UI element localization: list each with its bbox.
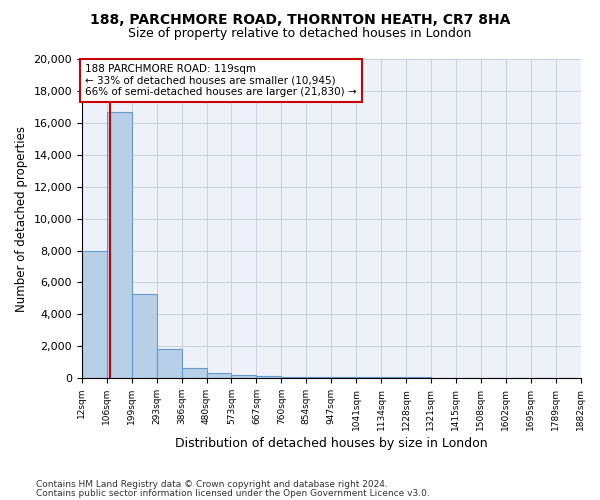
Bar — [157, 350, 182, 378]
Bar — [107, 112, 132, 378]
Bar — [132, 294, 157, 378]
Y-axis label: Number of detached properties: Number of detached properties — [15, 126, 28, 312]
Text: 188 PARCHMORE ROAD: 119sqm
← 33% of detached houses are smaller (10,945)
66% of : 188 PARCHMORE ROAD: 119sqm ← 33% of deta… — [85, 64, 357, 97]
Bar — [281, 376, 306, 378]
Bar — [331, 377, 356, 378]
Bar — [206, 372, 232, 378]
Bar — [182, 368, 206, 378]
Text: 188, PARCHMORE ROAD, THORNTON HEATH, CR7 8HA: 188, PARCHMORE ROAD, THORNTON HEATH, CR7… — [90, 12, 510, 26]
Text: Contains public sector information licensed under the Open Government Licence v3: Contains public sector information licen… — [36, 488, 430, 498]
Bar — [82, 250, 107, 378]
Bar — [256, 376, 281, 378]
Text: Size of property relative to detached houses in London: Size of property relative to detached ho… — [128, 28, 472, 40]
Text: Contains HM Land Registry data © Crown copyright and database right 2024.: Contains HM Land Registry data © Crown c… — [36, 480, 388, 489]
Bar — [232, 375, 256, 378]
Bar — [306, 377, 331, 378]
X-axis label: Distribution of detached houses by size in London: Distribution of detached houses by size … — [175, 437, 488, 450]
